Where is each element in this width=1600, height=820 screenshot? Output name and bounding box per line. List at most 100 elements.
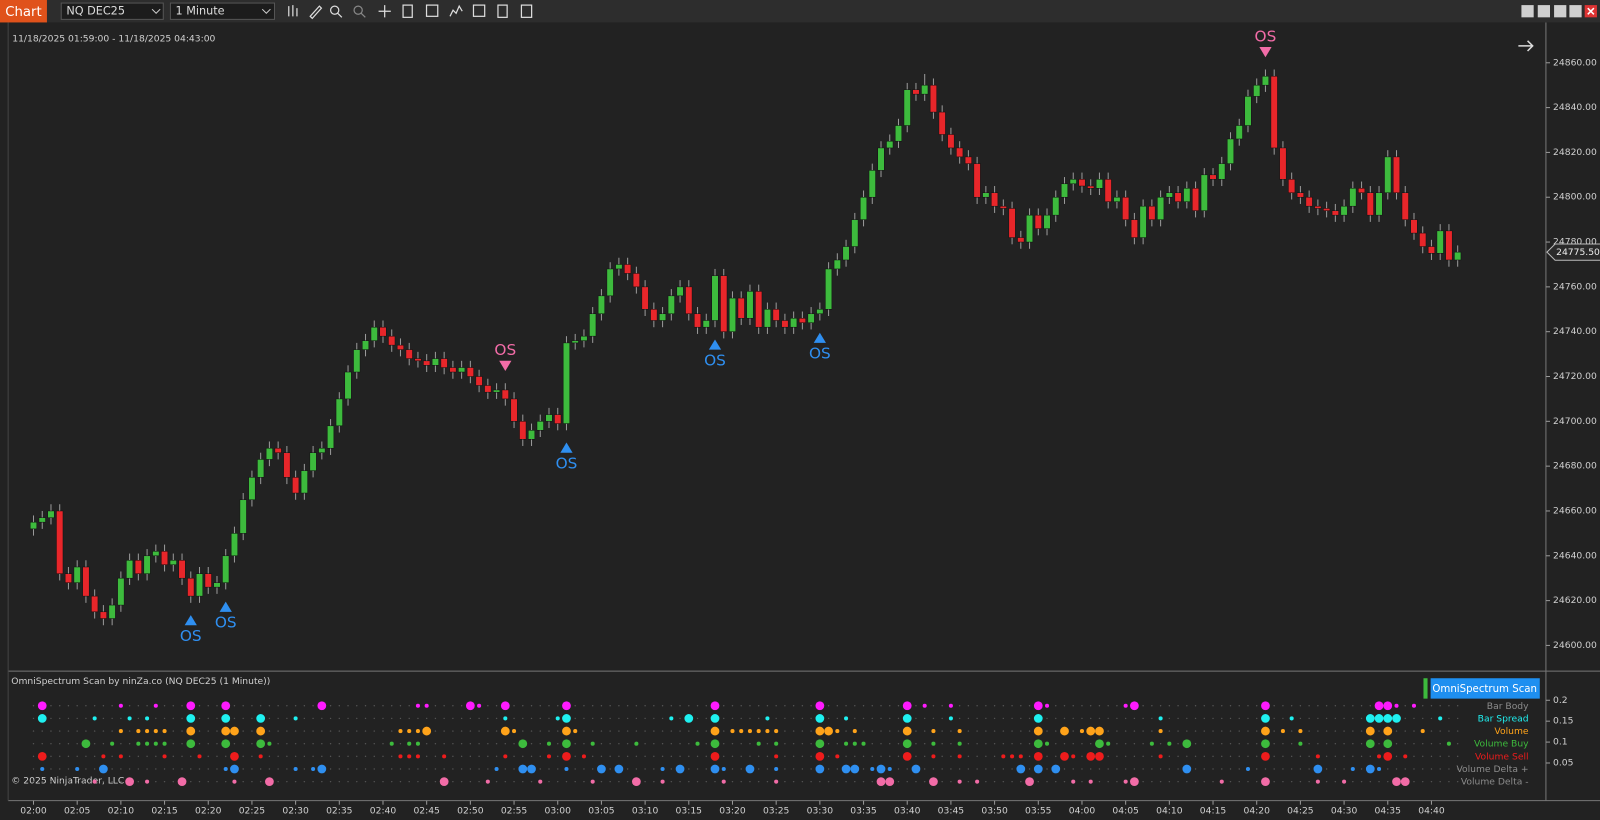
- candle-body: [519, 421, 527, 440]
- scan-grid-dot: [198, 780, 201, 783]
- scan-grid-dot: [1063, 742, 1066, 745]
- scan-dot-large: [1261, 726, 1270, 736]
- candle-body: [405, 349, 413, 359]
- scan-grid-dot: [976, 768, 978, 770]
- indicators-icon[interactable]: [472, 4, 486, 17]
- scan-grid-dot: [198, 730, 201, 732]
- scan-grid-dot: [1317, 705, 1319, 707]
- candle-body: [1305, 196, 1313, 207]
- scan-grid-dot: [1194, 705, 1197, 707]
- scan-grid-dot: [574, 717, 576, 720]
- scan-grid-dot: [976, 755, 978, 758]
- scan-grid-dot: [976, 705, 978, 707]
- scan-grid-dot: [1413, 780, 1415, 783]
- strategy-icon[interactable]: [449, 4, 463, 17]
- instrument-select[interactable]: [60, 2, 164, 20]
- candle-body: [1069, 179, 1077, 185]
- scan-grid-dot: [932, 705, 935, 707]
- scan-grid-dot: [251, 730, 253, 732]
- properties-icon[interactable]: [425, 4, 439, 17]
- scan-grid-dot: [382, 768, 384, 770]
- scan-grid-dot: [513, 742, 515, 745]
- scan-grid-dot: [1159, 705, 1162, 707]
- scan-grid-dot: [1282, 742, 1284, 745]
- scan-dot-small: [957, 779, 962, 784]
- scan-grid-dot: [67, 705, 70, 707]
- scan-grid-dot: [356, 717, 358, 720]
- scan-dot-small: [1044, 741, 1050, 746]
- scan-grid-dot: [1028, 717, 1031, 720]
- window-button[interactable]: [1537, 5, 1550, 18]
- scan-grid-dot: [338, 730, 341, 732]
- scan-grid-dot: [600, 717, 603, 720]
- scan-dot-small: [844, 741, 849, 746]
- candle-body: [466, 367, 474, 377]
- scan-grid-dot: [338, 705, 341, 707]
- scan-grid-dot: [1317, 730, 1319, 732]
- scan-grid-dot: [190, 780, 192, 783]
- interval-select[interactable]: [169, 2, 275, 20]
- maximize-button[interactable]: [1569, 5, 1582, 18]
- chart-tab[interactable]: [0, 0, 47, 23]
- scan-grid-dot: [1203, 705, 1206, 707]
- candle-body: [222, 555, 230, 583]
- scan-dot-small: [1106, 741, 1111, 746]
- scan-dot-small: [931, 729, 936, 734]
- signal-arrow: [708, 339, 722, 350]
- draw-icon[interactable]: [309, 5, 323, 20]
- scan-grid-dot: [172, 717, 175, 720]
- scan-dot-large: [1033, 726, 1043, 736]
- scan-grid-dot: [670, 742, 673, 745]
- zoom-in-icon[interactable]: [330, 5, 340, 15]
- scan-grid-dot: [303, 717, 306, 720]
- zoom-out-icon[interactable]: [353, 5, 363, 15]
- candle-body: [720, 275, 728, 332]
- scan-grid-dot: [688, 742, 690, 745]
- bars-icon[interactable]: [288, 5, 298, 17]
- scan-button[interactable]: [1430, 678, 1540, 699]
- share-icon[interactable]: [520, 4, 533, 18]
- scan-grid-dot: [1448, 780, 1450, 783]
- scan-grid-dot: [705, 742, 707, 745]
- scan-grid-dot: [1098, 717, 1101, 720]
- scan-grid-dot: [338, 755, 341, 758]
- data-box-icon[interactable]: [402, 4, 413, 18]
- scan-grid-dot: [120, 780, 122, 783]
- scan-grid-dot: [286, 755, 288, 758]
- scan-dot-small: [92, 716, 97, 721]
- scan-grid-dot: [757, 717, 760, 720]
- scan-grid-dot: [1256, 705, 1258, 707]
- scan-grid-dot: [443, 768, 445, 770]
- scan-grid-dot: [801, 730, 804, 732]
- scan-grid-dot: [338, 780, 341, 783]
- scan-dot-small: [1411, 703, 1417, 708]
- scan-dot-large: [256, 739, 266, 749]
- candle-body: [1218, 163, 1226, 180]
- scan-grid-dot: [661, 730, 664, 732]
- x-tick-label: 03:50: [981, 805, 1008, 816]
- scan-grid-dot: [1194, 717, 1197, 720]
- scan-grid-dot: [1116, 717, 1118, 720]
- scan-dot-large: [876, 777, 886, 787]
- scan-grid-dot: [591, 768, 594, 770]
- crosshair-icon[interactable]: [378, 5, 391, 18]
- scan-dot-large: [1025, 777, 1034, 787]
- scan-grid-dot: [329, 717, 332, 720]
- minimize-button[interactable]: [1554, 5, 1567, 18]
- scan-grid-dot: [810, 742, 812, 745]
- scan-dot-small: [1079, 729, 1085, 734]
- window-button[interactable]: [1521, 5, 1534, 18]
- scan-grid-dot: [696, 780, 699, 783]
- candle-body: [353, 349, 361, 373]
- scan-dot-small: [145, 779, 150, 784]
- scan-dot-large: [1383, 751, 1393, 761]
- scroll-to-end[interactable]: [1518, 40, 1534, 52]
- scan-dot-small: [92, 779, 97, 784]
- scan-dot-large: [710, 764, 720, 774]
- scan-grid-dot: [967, 742, 970, 745]
- scan-grid-dot: [1011, 742, 1013, 745]
- scan-grid-dot: [810, 730, 812, 732]
- scan-grid-dot: [1273, 705, 1275, 707]
- templates-icon[interactable]: [497, 4, 508, 18]
- scan-grid-dot: [740, 717, 742, 720]
